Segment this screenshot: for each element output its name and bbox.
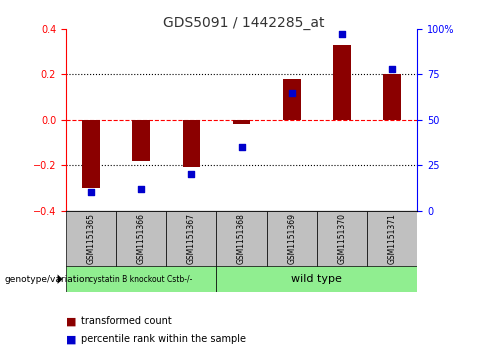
Bar xyxy=(166,211,217,267)
Bar xyxy=(66,211,116,267)
Text: GSM1151369: GSM1151369 xyxy=(287,213,296,264)
Text: wild type: wild type xyxy=(291,274,342,284)
Text: GDS5091 / 1442285_at: GDS5091 / 1442285_at xyxy=(163,16,325,30)
Bar xyxy=(283,79,301,120)
Point xyxy=(238,144,245,150)
Point xyxy=(137,186,145,192)
Bar xyxy=(132,120,150,160)
Text: genotype/variation: genotype/variation xyxy=(5,275,91,284)
Text: GSM1151371: GSM1151371 xyxy=(387,213,397,264)
Point xyxy=(187,171,195,177)
Text: cystatin B knockout Cstb-/-: cystatin B knockout Cstb-/- xyxy=(89,275,193,284)
Bar xyxy=(116,211,166,267)
Bar xyxy=(82,120,100,188)
Bar xyxy=(217,266,417,292)
Bar xyxy=(367,211,417,267)
Text: ■: ■ xyxy=(66,334,77,344)
Bar xyxy=(266,211,317,267)
Text: percentile rank within the sample: percentile rank within the sample xyxy=(81,334,245,344)
Point xyxy=(288,90,296,95)
Text: GSM1151368: GSM1151368 xyxy=(237,213,246,264)
Point xyxy=(388,66,396,72)
Bar xyxy=(66,266,217,292)
Polygon shape xyxy=(58,274,62,284)
Text: GSM1151367: GSM1151367 xyxy=(187,213,196,264)
Bar xyxy=(384,74,401,120)
Point xyxy=(338,32,346,37)
Bar xyxy=(333,45,351,120)
Text: GSM1151370: GSM1151370 xyxy=(337,213,346,264)
Bar xyxy=(217,211,266,267)
Point xyxy=(87,189,95,195)
Text: GSM1151366: GSM1151366 xyxy=(137,213,146,264)
Text: transformed count: transformed count xyxy=(81,316,171,326)
Text: ■: ■ xyxy=(66,316,77,326)
Text: GSM1151365: GSM1151365 xyxy=(86,213,96,264)
Bar xyxy=(183,120,200,167)
Bar xyxy=(317,211,367,267)
Bar xyxy=(233,120,250,124)
